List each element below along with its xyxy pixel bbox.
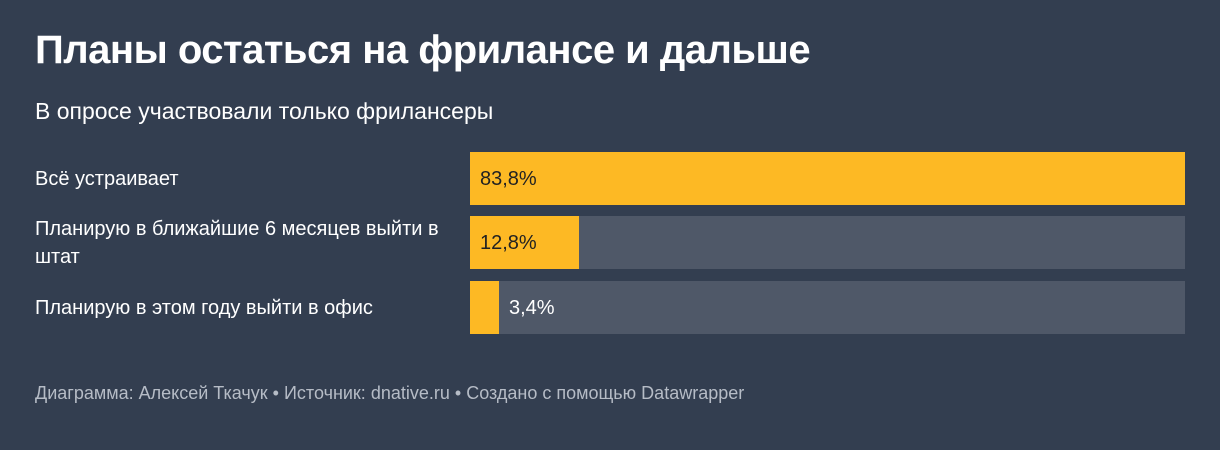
footer-separator: • bbox=[272, 383, 279, 403]
bar bbox=[470, 281, 499, 334]
value-label: 83,8% bbox=[480, 167, 537, 190]
chart-subtitle: В опросе участвовали только фрилансеры bbox=[35, 98, 494, 124]
category-label: Планирую в этом году выйти в офис bbox=[35, 296, 373, 319]
bar-row: Планирую в ближайшие 6 месяцев выйти в ш… bbox=[0, 216, 1220, 269]
category-label: Планирую в ближайшие 6 месяцев выйти в ш… bbox=[35, 217, 439, 268]
value-label: 3,4% bbox=[509, 296, 555, 319]
value-label: 12,8% bbox=[480, 231, 537, 254]
footer-source: Источник: dnative.ru bbox=[283, 383, 450, 403]
bar-track: 83,8% bbox=[470, 152, 1185, 205]
category-label: Всё устраивает bbox=[35, 167, 179, 190]
chart-title: Планы остаться на фрилансе и дальше bbox=[35, 28, 811, 72]
footer-author: Диаграмма: Алексей Ткачук bbox=[35, 383, 268, 403]
bar bbox=[470, 152, 1185, 205]
bar-row: Всё устраивает 83,8% bbox=[0, 152, 1220, 205]
bar-track: 12,8% bbox=[470, 216, 1185, 269]
chart-footer: Диаграмма: Алексей Ткачук • Источник: dn… bbox=[35, 380, 744, 406]
bar bbox=[470, 216, 579, 269]
footer-credit: Создано с помощью Datawrapper bbox=[466, 383, 745, 403]
bar-track: 3,4% bbox=[470, 281, 1185, 334]
footer-separator: • bbox=[454, 383, 462, 403]
bar-row: Планирую в этом году выйти в офис 3,4% bbox=[0, 281, 1220, 334]
